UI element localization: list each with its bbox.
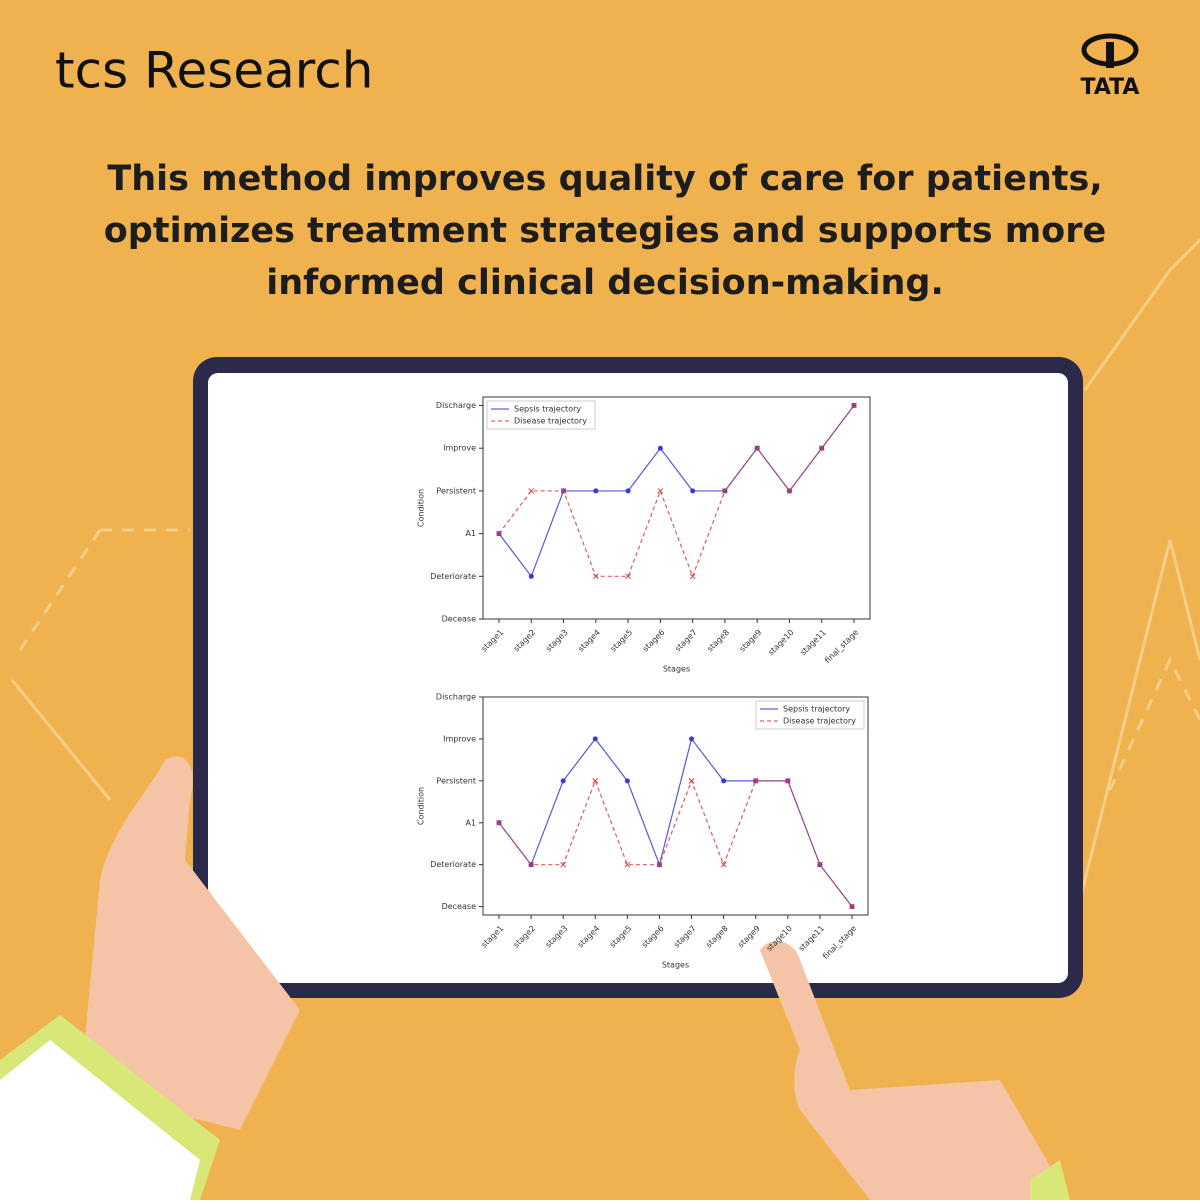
x-axis-label: Stages <box>663 665 690 674</box>
marker <box>752 777 759 784</box>
marker <box>624 778 630 784</box>
marker <box>528 488 535 494</box>
marker <box>528 573 534 579</box>
y-tick-label: Decease <box>442 615 476 624</box>
marker <box>496 530 502 537</box>
marker <box>593 488 599 494</box>
series-line <box>498 405 855 578</box>
marker <box>818 445 825 452</box>
marker <box>849 903 855 910</box>
decor-lines <box>10 238 1200 901</box>
marker <box>592 777 599 784</box>
tata-logo-mark <box>1081 33 1139 68</box>
marker <box>560 778 566 784</box>
marker <box>625 573 631 580</box>
marker <box>592 573 599 580</box>
marker <box>625 488 631 494</box>
left-hand <box>0 756 300 1200</box>
y-tick-label: A1 <box>465 529 476 538</box>
marker <box>592 736 598 742</box>
marker <box>624 861 631 868</box>
y-tick-label: Discharge <box>436 693 476 702</box>
brand: tcs Research <box>55 42 373 100</box>
marker <box>722 488 728 494</box>
headline: informed clinical decision-making. <box>266 263 944 303</box>
marker <box>786 488 793 494</box>
marker <box>784 777 791 784</box>
y-tick-label: Improve <box>443 444 476 453</box>
legend-label: Sepsis trajectory <box>514 405 581 414</box>
marker <box>656 861 663 868</box>
legend-box <box>486 400 596 430</box>
tablet-screen <box>208 373 1068 983</box>
y-tick-label: Improve <box>443 734 476 743</box>
marker <box>657 488 664 494</box>
y-tick-label: Decease <box>442 902 476 911</box>
marker <box>817 861 823 868</box>
marker <box>560 861 567 868</box>
marker <box>657 445 663 451</box>
marker <box>528 861 534 868</box>
legend-label: Disease trajectory <box>783 717 856 726</box>
marker <box>690 488 696 494</box>
legend-box <box>755 700 865 730</box>
series-line <box>498 779 853 907</box>
marker <box>689 573 696 580</box>
legend-label: Disease trajectory <box>514 417 587 426</box>
marker <box>754 445 761 452</box>
headline: This method improves quality of care for… <box>107 159 1102 199</box>
headline: optimizes treatment strategies and suppo… <box>104 211 1106 251</box>
marker <box>688 777 695 784</box>
y-tick-label: Persistent <box>436 486 476 495</box>
marker <box>851 402 857 409</box>
legend-label: Sepsis trajectory <box>783 705 850 714</box>
series-line <box>498 405 855 579</box>
y-tick-label: Persistent <box>436 776 476 785</box>
marker <box>560 488 567 494</box>
y-tick-label: Deteriorate <box>430 572 476 581</box>
y-tick-label: A1 <box>465 818 476 827</box>
marker <box>689 736 695 742</box>
marker <box>496 819 502 826</box>
right-hand <box>760 941 1070 1200</box>
plot-frame <box>482 696 869 916</box>
logo-text: TATA <box>1081 75 1140 100</box>
plot-frame <box>482 396 871 620</box>
y-axis-label: Condition <box>417 489 426 527</box>
y-tick-label: Deteriorate <box>430 860 476 869</box>
marker <box>720 861 727 868</box>
marker <box>721 778 727 784</box>
y-axis-label: Condition <box>417 787 426 825</box>
y-tick-label: Discharge <box>436 401 476 410</box>
x-axis-label: Stages <box>662 961 689 970</box>
